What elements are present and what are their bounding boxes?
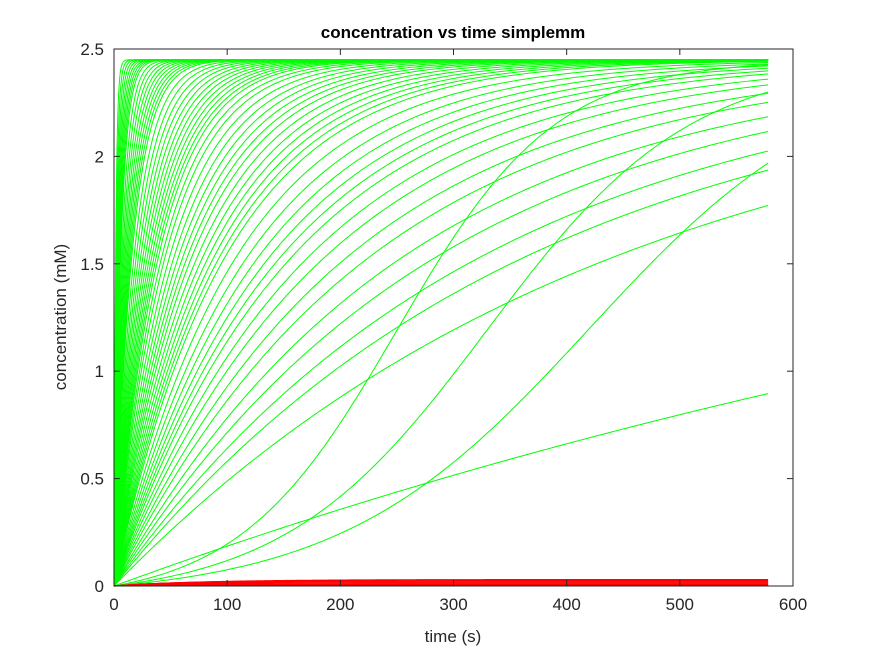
x-tick-label: 0 <box>109 595 118 614</box>
y-tick-label: 1 <box>95 362 104 381</box>
x-axis-label: time (s) <box>425 627 482 646</box>
x-tick-label: 500 <box>666 595 694 614</box>
y-tick-label: 0.5 <box>80 470 104 489</box>
y-tick-label: 2 <box>95 147 104 166</box>
x-tick-label: 100 <box>213 595 241 614</box>
y-axis-label: concentration (mM) <box>51 244 70 390</box>
plot-background <box>114 49 793 586</box>
x-tick-label: 400 <box>552 595 580 614</box>
y-tick-label: 0 <box>95 577 104 596</box>
chart-title: concentration vs time simplemm <box>321 23 586 42</box>
x-tick-label: 300 <box>439 595 467 614</box>
x-tick-label: 200 <box>326 595 354 614</box>
y-tick-label: 1.5 <box>80 255 104 274</box>
x-tick-label: 600 <box>779 595 807 614</box>
y-tick-label: 2.5 <box>80 40 104 59</box>
